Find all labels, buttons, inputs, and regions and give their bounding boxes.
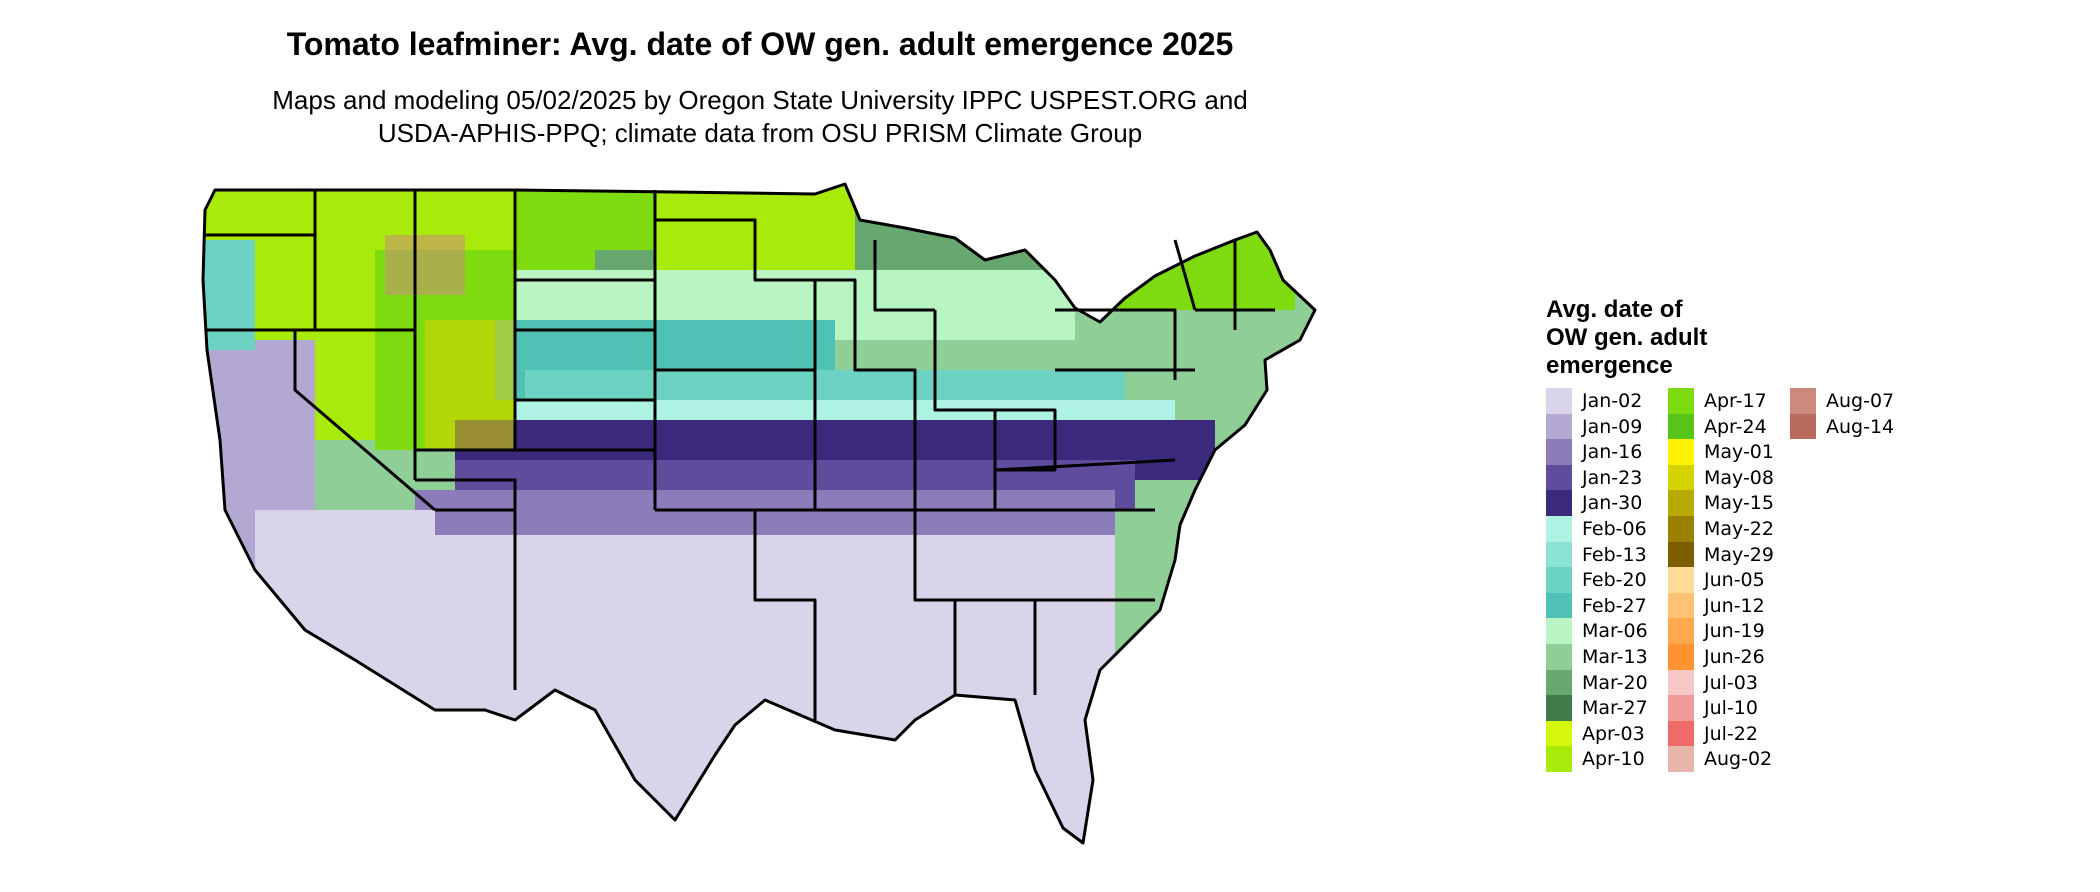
legend-swatch	[1668, 490, 1694, 516]
legend-label: Feb-20	[1582, 569, 1647, 592]
legend-label: Jul-22	[1704, 722, 1758, 745]
legend-swatch	[1546, 746, 1572, 772]
legend-label: May-01	[1704, 441, 1774, 464]
legend-label: Apr-03	[1582, 722, 1645, 745]
legend-label: Feb-06	[1582, 517, 1647, 540]
legend-swatch	[1668, 643, 1694, 670]
zone-dakotas	[515, 184, 655, 250]
border-lines	[205, 190, 1275, 720]
legend-label: Feb-27	[1582, 594, 1647, 617]
map-subtitle: Maps and modeling 05/02/2025 by Oregon S…	[0, 84, 1520, 150]
legend-label: Jul-03	[1704, 671, 1758, 694]
us-emergence-map	[201, 182, 1317, 845]
legend-label: May-29	[1704, 543, 1774, 566]
legend-title: Avg. date of OW gen. adult emergence	[1546, 296, 1806, 380]
legend-swatch	[1546, 464, 1572, 491]
legend-label: Mar-27	[1582, 697, 1648, 720]
legend-label: Mar-13	[1582, 645, 1648, 668]
zone-rockies-high	[385, 235, 465, 295]
legend-label: Apr-17	[1704, 390, 1767, 412]
legend-swatch	[1668, 541, 1694, 568]
legend-swatch	[1546, 618, 1572, 644]
legend-label: Jun-05	[1704, 569, 1765, 592]
subtitle-line: Maps and modeling 05/02/2025 by Oregon S…	[272, 85, 1248, 115]
legend-label: Mar-06	[1582, 620, 1648, 643]
state-borders	[201, 182, 1317, 845]
legend-label: May-15	[1704, 492, 1774, 515]
legend-swatch	[1546, 669, 1572, 696]
legend-swatch	[1546, 695, 1572, 721]
legend-swatch	[1546, 541, 1572, 568]
legend-label: Mar-20	[1582, 671, 1648, 694]
legend-label: Jan-16	[1582, 441, 1643, 464]
legend-label: Feb-13	[1582, 543, 1647, 566]
legend-label: Jun-19	[1704, 620, 1765, 643]
legend-label: Jan-02	[1582, 390, 1643, 412]
legend-label: Jun-12	[1704, 594, 1765, 617]
legend-swatch	[1546, 643, 1572, 670]
legend-swatch	[1790, 388, 1816, 414]
legend-swatch	[1790, 413, 1816, 440]
legend-label: May-08	[1704, 466, 1774, 489]
legend-swatch	[1546, 592, 1572, 619]
legend-swatch	[1668, 439, 1694, 465]
legend-label: Jan-23	[1582, 466, 1643, 489]
legend-swatch	[1668, 695, 1694, 721]
legend-swatch	[1668, 618, 1694, 644]
zone-rockies-mid	[425, 320, 515, 450]
legend-title-line: emergence	[1546, 352, 1673, 379]
legend-label: Jan-09	[1582, 415, 1643, 438]
legend-label: Apr-10	[1582, 748, 1645, 771]
legend-label: Jul-10	[1704, 697, 1758, 720]
legend-swatch	[1668, 388, 1694, 414]
legend-label: Aug-14	[1826, 415, 1895, 438]
legend-label: May-22	[1704, 517, 1774, 540]
legend-label: Apr-24	[1704, 415, 1767, 438]
legend-swatch	[1546, 490, 1572, 516]
legend-label: Jun-26	[1704, 645, 1765, 668]
subtitle-line: USDA-APHIS-PPQ; climate data from OSU PR…	[377, 118, 1143, 148]
us-outline	[201, 182, 1317, 845]
legend-title-line: Avg. date of	[1546, 296, 1683, 323]
legend-title-line: OW gen. adult	[1546, 324, 1708, 351]
zone-sw-desert	[255, 510, 435, 710]
legend-swatch	[1546, 720, 1572, 747]
legend-swatch	[1668, 669, 1694, 696]
legend-swatch	[1546, 567, 1572, 593]
legend-swatch	[1546, 413, 1572, 440]
legend-swatch	[1668, 746, 1694, 772]
zone-nw-coast	[203, 240, 255, 350]
legend-label: Aug-07	[1826, 390, 1895, 412]
legend-swatch	[1668, 413, 1694, 440]
legend-label: Aug-02	[1704, 748, 1773, 771]
legend-swatch	[1668, 515, 1694, 542]
emergence-zones	[203, 184, 1315, 843]
legend-swatch	[1546, 388, 1572, 414]
map-title: Tomato leafminer: Avg. date of OW gen. a…	[286, 26, 1234, 62]
legend-swatch	[1668, 464, 1694, 491]
legend-swatch	[1668, 720, 1694, 747]
legend-swatch	[1546, 439, 1572, 465]
legend-swatch	[1668, 567, 1694, 593]
legend-swatch	[1668, 592, 1694, 619]
legend-label: Jan-30	[1582, 492, 1643, 515]
legend-swatch	[1546, 515, 1572, 542]
